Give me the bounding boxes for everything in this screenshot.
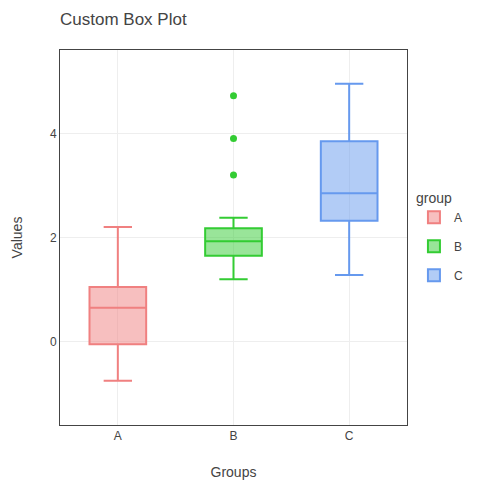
svg-text:Groups: Groups <box>211 464 257 480</box>
svg-text:0: 0 <box>50 335 57 349</box>
svg-text:group: group <box>416 190 452 206</box>
svg-text:2: 2 <box>50 231 57 245</box>
svg-text:B: B <box>454 240 462 254</box>
svg-text:B: B <box>229 429 237 443</box>
svg-text:C: C <box>454 269 463 283</box>
svg-text:Values: Values <box>9 217 25 259</box>
svg-text:C: C <box>345 429 354 443</box>
svg-text:A: A <box>114 429 122 443</box>
svg-text:Custom Box Plot: Custom Box Plot <box>60 10 187 29</box>
svg-text:A: A <box>454 211 462 225</box>
svg-text:4: 4 <box>50 127 57 141</box>
